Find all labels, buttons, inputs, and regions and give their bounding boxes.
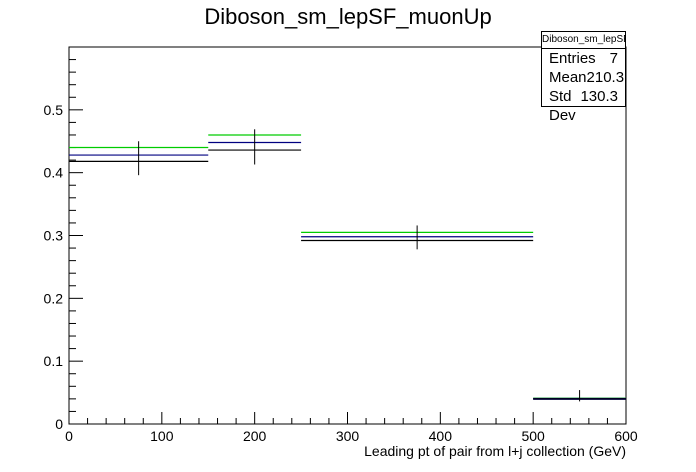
x-tick-label: 300	[336, 428, 360, 444]
stats-value: 130.3	[580, 88, 618, 105]
x-tick-label: 100	[150, 428, 174, 444]
stats-value: 210.3	[586, 69, 625, 86]
y-tick-label: 0.2	[44, 290, 64, 306]
x-tick-label: 400	[429, 428, 453, 444]
chart-title: Diboson_sm_lepSF_muonUp	[204, 4, 492, 29]
y-tick-label: 0.5	[44, 102, 64, 118]
stats-label: Std Dev	[549, 88, 576, 124]
stats-value: 7	[609, 50, 618, 67]
x-tick-label: 600	[614, 428, 638, 444]
y-tick-label: 0	[55, 416, 63, 432]
stats-label: Mean	[549, 69, 587, 86]
y-tick-label: 0.4	[44, 165, 64, 181]
x-tick-label: 0	[65, 428, 73, 444]
stats-row-entries: Entries 7	[542, 49, 625, 68]
stats-box: Diboson_sm_lepSF_muonUp Entries 7 Mean 2…	[541, 31, 626, 124]
stats-box-title: Diboson_sm_lepSF_muonUp	[542, 32, 625, 49]
y-tick-label: 0.1	[44, 353, 64, 369]
x-axis-label: Leading pt of pair from l+j collection (…	[364, 443, 626, 459]
stats-row-mean: Mean 210.3	[542, 68, 625, 87]
x-tick-label: 500	[521, 428, 545, 444]
x-tick-label: 200	[243, 428, 267, 444]
stats-row-stddev: Std Dev 130.3	[542, 87, 625, 125]
stats-label: Entries	[549, 50, 596, 67]
y-tick-label: 0.3	[44, 228, 64, 244]
